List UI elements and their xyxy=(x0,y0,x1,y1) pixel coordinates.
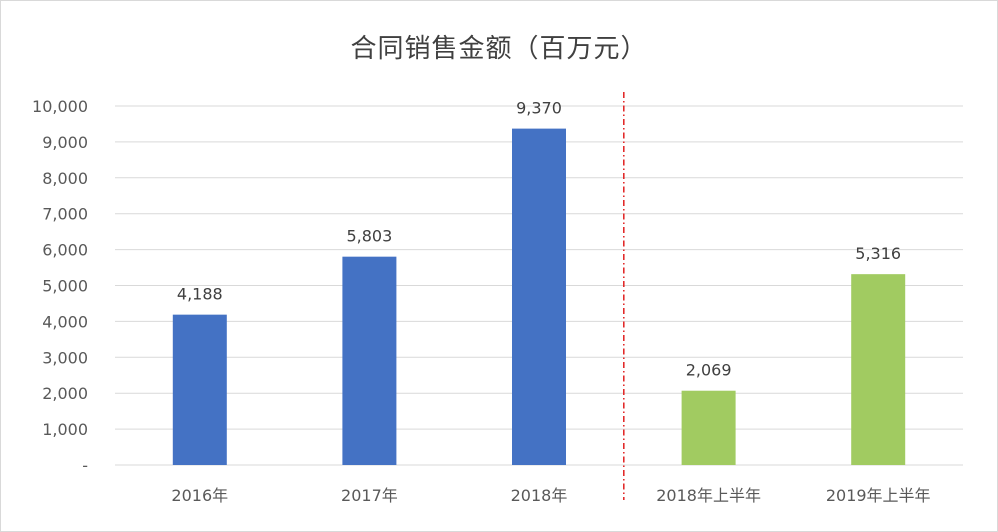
y-axis-tick-labels: - 1,000 2,000 3,000 4,000 5,000 6,000 7,000 8,00… xyxy=(32,97,88,475)
y-tick-label: 2,000 xyxy=(42,384,88,403)
y-tick-label: 1,000 xyxy=(42,420,88,439)
y-tick-label: 3,000 xyxy=(42,348,88,367)
y-tick-label: 7,000 xyxy=(42,205,88,224)
x-axis-tick-labels: 2016年 2017年 2018年 2018年上半年 2019年上半年 xyxy=(171,486,930,505)
x-tick-label: 2017年 xyxy=(341,486,398,505)
bar xyxy=(172,314,227,465)
x-tick-label: 2018年 xyxy=(511,486,568,505)
bar xyxy=(851,274,906,465)
y-tick-label: 10,000 xyxy=(32,97,88,116)
x-tick-label: 2019年上半年 xyxy=(826,486,931,505)
data-labels: 4,188 5,803 9,370 2,069 5,316 xyxy=(177,99,901,380)
y-tick-label: 5,000 xyxy=(42,277,88,296)
data-label: 4,188 xyxy=(177,285,223,304)
y-tick-label: 8,000 xyxy=(42,169,88,188)
x-tick-label: 2018年上半年 xyxy=(656,486,761,505)
x-tick-label: 2016年 xyxy=(171,486,228,505)
bar xyxy=(681,390,736,465)
bar xyxy=(512,128,566,465)
data-label: 5,316 xyxy=(855,244,901,263)
data-label: 5,803 xyxy=(346,227,392,246)
data-label: 2,069 xyxy=(686,361,732,380)
y-tick-label: 9,000 xyxy=(42,133,88,152)
chart-title: 合同销售金额（百万元） xyxy=(350,34,648,64)
y-tick-label: 4,000 xyxy=(42,312,88,331)
y-tick-label: - xyxy=(82,456,88,475)
y-tick-label: 6,000 xyxy=(42,241,88,260)
bars xyxy=(172,128,906,465)
data-label: 9,370 xyxy=(516,99,562,118)
bar xyxy=(342,256,397,465)
